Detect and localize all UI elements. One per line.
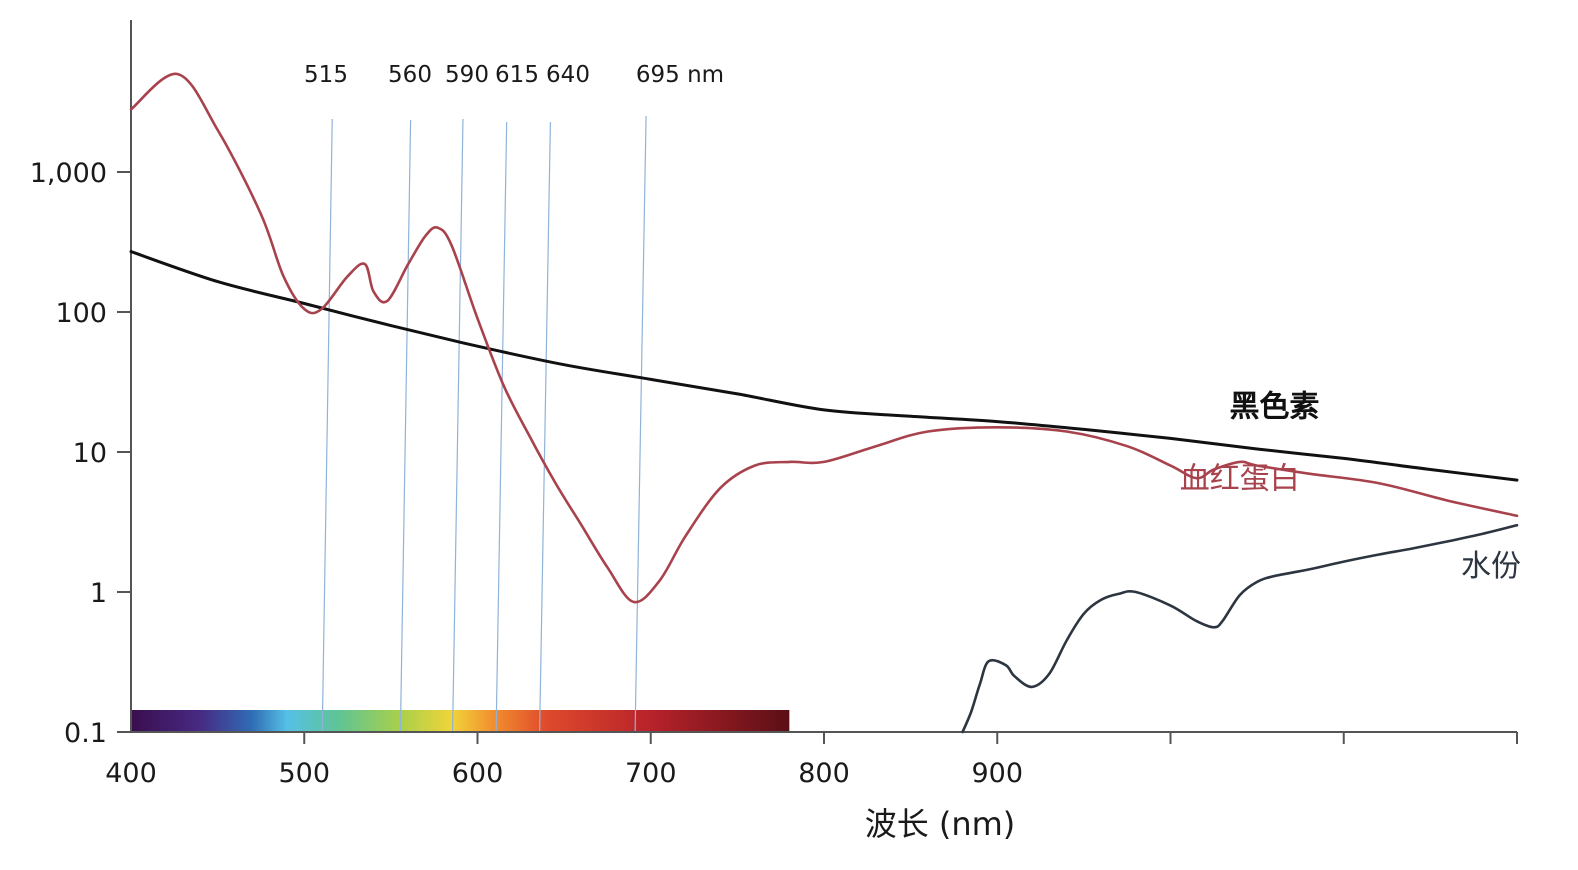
wavelength-marker-line-615	[495, 121, 508, 733]
x-tick-label-900: 900	[971, 758, 1023, 789]
wavelength-marker-label-615: 615	[495, 62, 539, 88]
wavelength-marker-line-640	[539, 121, 551, 733]
x-tick-label-400: 400	[105, 758, 157, 789]
y-tick-label-0: 0.1	[64, 718, 107, 749]
wavelength-marker-label-640: 640	[546, 62, 590, 88]
wavelength-marker-label-560: 560	[388, 62, 432, 88]
y-tick-label-2: 10	[73, 438, 107, 469]
wavelength-marker-line-590	[451, 118, 464, 733]
wavelength-marker-line-515	[321, 118, 333, 733]
wavelength-marker-label-695: 695 nm	[636, 62, 724, 88]
series-line-1	[129, 72, 1519, 604]
series-label-2: 水份	[1461, 549, 1521, 584]
series-line-2	[961, 523, 1519, 734]
wavelength-marker-label-590: 590	[445, 62, 489, 88]
y-tick-label-1: 1	[90, 578, 107, 609]
series-label-1: 血红蛋白	[1180, 461, 1300, 496]
x-axis-title: 波长 (nm)	[865, 805, 1016, 843]
x-tick-label-500: 500	[278, 758, 330, 789]
x-tick-label-700: 700	[625, 758, 677, 789]
wavelength-marker-label-515: 515	[304, 62, 348, 88]
series-line-0	[129, 250, 1519, 482]
series-label-0: 黑色素	[1229, 389, 1319, 424]
x-tick-label-600: 600	[452, 758, 504, 789]
wavelength-marker-line-695	[634, 115, 647, 733]
y-tick-label-3: 100	[55, 298, 107, 329]
y-tick-label-4: 1,000	[30, 158, 107, 189]
visible-spectrum-bar	[131, 710, 790, 732]
x-tick-label-800: 800	[798, 758, 850, 789]
wavelength-marker-line-560	[399, 119, 412, 733]
